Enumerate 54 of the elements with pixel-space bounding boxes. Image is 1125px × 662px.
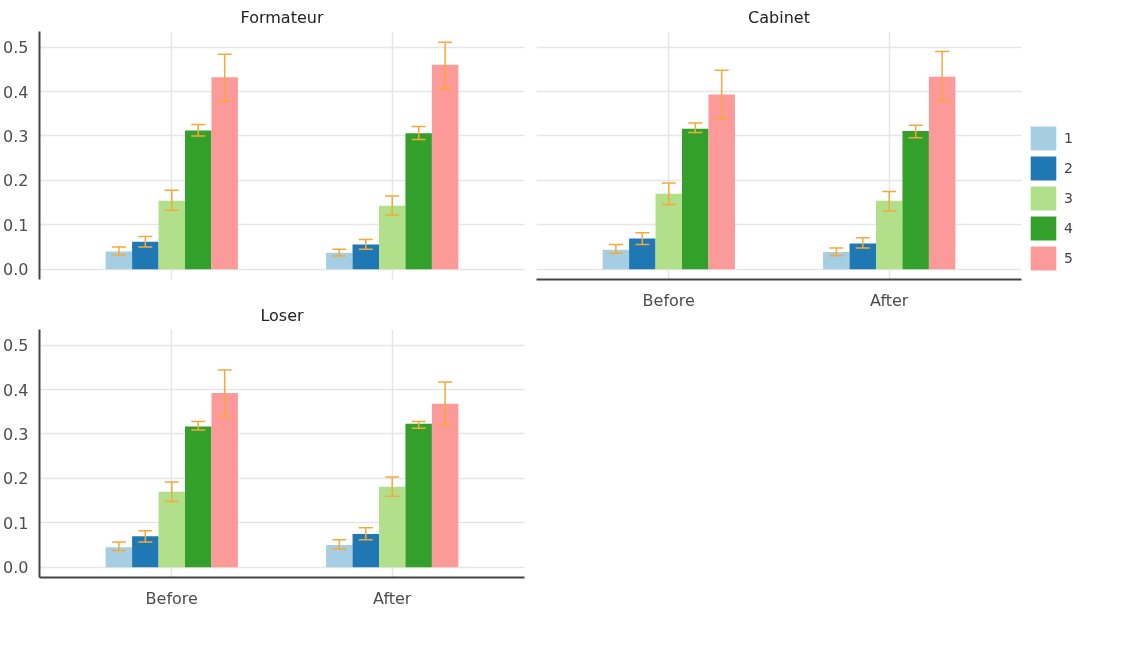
bar bbox=[655, 193, 682, 270]
x-tick-label: Before bbox=[145, 588, 198, 608]
y-tick-label: 0.1 bbox=[3, 513, 29, 533]
bar bbox=[132, 241, 159, 270]
bar bbox=[352, 244, 379, 270]
bar bbox=[105, 251, 133, 270]
legend-label: 2 bbox=[1064, 160, 1074, 176]
bar bbox=[902, 131, 929, 270]
bar bbox=[602, 249, 630, 270]
legend-label: 4 bbox=[1064, 220, 1074, 236]
bar bbox=[405, 423, 432, 568]
legend-label: 3 bbox=[1064, 190, 1074, 206]
chart-title: Formateur bbox=[240, 7, 324, 27]
y-tick-label: 0.3 bbox=[3, 424, 29, 444]
x-tick-label: After bbox=[870, 290, 909, 310]
y-tick-label: 0.0 bbox=[3, 260, 29, 280]
legend-label: 1 bbox=[1064, 130, 1074, 146]
bar bbox=[405, 133, 432, 270]
x-tick-label: Before bbox=[642, 290, 695, 310]
bar bbox=[708, 94, 735, 270]
bar bbox=[185, 130, 212, 270]
chart-title: Loser bbox=[260, 305, 305, 325]
y-tick-label: 0.5 bbox=[3, 336, 29, 356]
y-tick-label: 0.5 bbox=[3, 38, 29, 58]
bar bbox=[431, 64, 459, 270]
bar bbox=[431, 403, 459, 568]
bar bbox=[629, 238, 656, 270]
bar bbox=[185, 426, 212, 568]
bar bbox=[326, 545, 353, 568]
y-tick-label: 0.4 bbox=[3, 380, 29, 400]
bar bbox=[132, 536, 159, 568]
bar bbox=[158, 491, 185, 568]
bar bbox=[823, 251, 850, 270]
bar bbox=[849, 243, 876, 270]
x-tick-label: After bbox=[373, 588, 412, 608]
y-tick-label: 0.3 bbox=[3, 126, 29, 146]
y-tick-label: 0.0 bbox=[3, 558, 29, 578]
y-tick-label: 0.4 bbox=[3, 82, 29, 102]
bar bbox=[211, 393, 238, 568]
bar bbox=[928, 76, 956, 270]
bar bbox=[158, 200, 185, 270]
y-tick-label: 0.2 bbox=[3, 469, 29, 489]
y-tick-label: 0.2 bbox=[3, 171, 29, 191]
bar bbox=[326, 252, 353, 270]
bar bbox=[211, 77, 238, 270]
bar bbox=[379, 205, 406, 270]
y-tick-label: 0.1 bbox=[3, 215, 29, 235]
bar bbox=[682, 128, 709, 270]
chart-title: Cabinet bbox=[748, 7, 810, 27]
bar bbox=[352, 533, 379, 568]
bar bbox=[876, 200, 903, 270]
legend-label: 5 bbox=[1064, 250, 1074, 266]
bar bbox=[105, 547, 133, 568]
bar bbox=[379, 486, 406, 568]
